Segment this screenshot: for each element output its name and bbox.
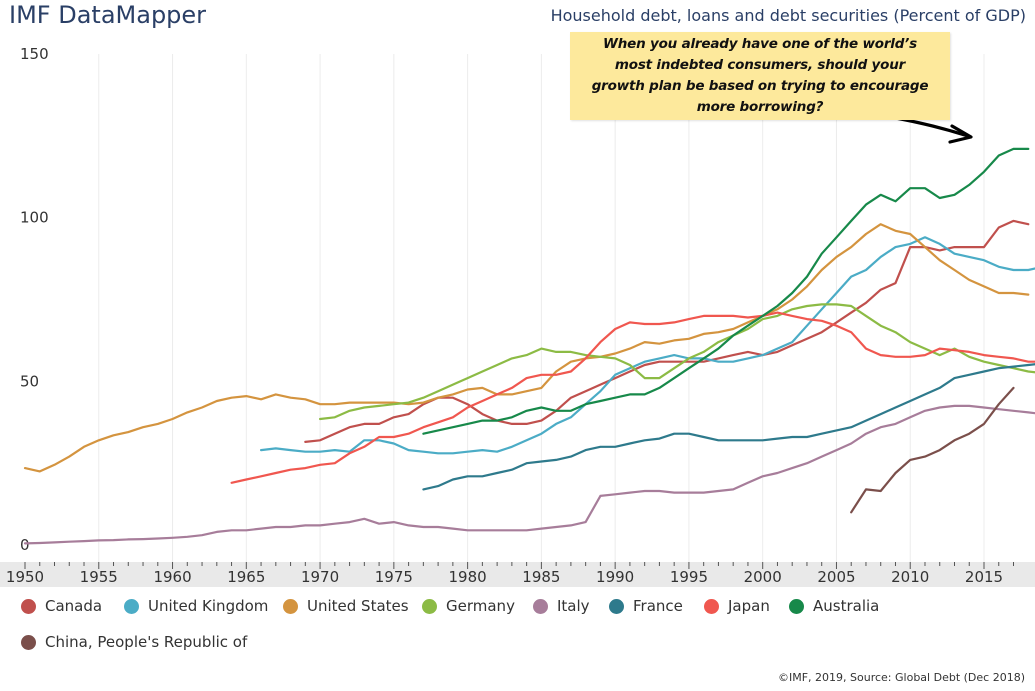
legend-label: Australia bbox=[813, 597, 880, 615]
legend-label: United States bbox=[307, 597, 409, 615]
legend-label: France bbox=[633, 597, 683, 615]
legend: Canada United Kingdom United States Germany… bbox=[0, 592, 1035, 662]
x-tick-1990: 1990 bbox=[596, 568, 634, 586]
legend-swatch bbox=[21, 634, 36, 650]
legend-swatch bbox=[609, 598, 624, 614]
legend-item-italy[interactable]: Italy bbox=[533, 597, 590, 615]
series-line-france[interactable] bbox=[422, 358, 1035, 491]
series-line-united-states[interactable] bbox=[23, 223, 1030, 473]
brand-title: IMF DataMapper bbox=[9, 1, 207, 29]
x-tick-2000: 2000 bbox=[744, 568, 782, 586]
legend-swatch bbox=[21, 598, 36, 614]
series-lines bbox=[23, 147, 1035, 545]
legend-swatch bbox=[704, 598, 719, 614]
chart-title: Household debt, loans and debt securitie… bbox=[550, 6, 1026, 25]
legend-item-united-states[interactable]: United States bbox=[283, 597, 409, 615]
series-line-italy[interactable] bbox=[23, 404, 1035, 545]
x-tick-2015: 2015 bbox=[965, 568, 1003, 586]
legend-item-japan[interactable]: Japan bbox=[704, 597, 770, 615]
arrow-head bbox=[948, 124, 973, 144]
legend-label: United Kingdom bbox=[148, 597, 269, 615]
note-text: When you already have one of the world’s… bbox=[591, 36, 929, 115]
x-tick-1985: 1985 bbox=[522, 568, 560, 586]
legend-swatch bbox=[124, 598, 139, 614]
legend-item-germany[interactable]: Germany bbox=[422, 597, 515, 615]
y-tick-150: 150 bbox=[20, 45, 49, 63]
legend-item-australia[interactable]: Australia bbox=[789, 597, 879, 615]
series-line-germany[interactable] bbox=[319, 303, 1035, 421]
series-line-japan[interactable] bbox=[230, 311, 1035, 484]
y-tick-100: 100 bbox=[20, 209, 49, 227]
sticky-note-annotation: When you already have one of the world’s… bbox=[570, 32, 950, 120]
x-tick-1995: 1995 bbox=[670, 568, 708, 586]
legend-swatch bbox=[789, 598, 804, 614]
series-line-china-people-s-republic-of[interactable] bbox=[850, 386, 1015, 514]
x-tick-1955: 1955 bbox=[80, 568, 118, 586]
legend-label: Germany bbox=[446, 597, 515, 615]
legend-item-china-people-s-republic-of[interactable]: China, People's Republic of bbox=[21, 633, 247, 651]
legend-swatch bbox=[533, 598, 548, 614]
legend-swatch bbox=[283, 598, 298, 614]
series-line-united-kingdom[interactable] bbox=[260, 236, 1035, 455]
legend-label: Italy bbox=[557, 597, 590, 615]
series-line-canada[interactable] bbox=[304, 219, 1030, 443]
x-tick-2010: 2010 bbox=[891, 568, 929, 586]
legend-item-canada[interactable]: Canada bbox=[21, 597, 102, 615]
gridlines bbox=[98, 54, 985, 562]
x-tick-1975: 1975 bbox=[375, 568, 413, 586]
y-tick-50: 50 bbox=[20, 372, 39, 390]
series-line-australia[interactable] bbox=[422, 147, 1030, 435]
legend-swatch bbox=[422, 598, 437, 614]
legend-item-united-kingdom[interactable]: United Kingdom bbox=[124, 597, 268, 615]
x-tick-1980: 1980 bbox=[449, 568, 487, 586]
y-axis: 0 50 100 150 bbox=[20, 45, 49, 554]
x-tick-1960: 1960 bbox=[153, 568, 191, 586]
x-tick-1950: 1950 bbox=[6, 568, 44, 586]
x-tick-2005: 2005 bbox=[817, 568, 855, 586]
legend-label: Japan bbox=[728, 597, 770, 615]
source-credit: ©IMF, 2019, Source: Global Debt (Dec 201… bbox=[777, 671, 1025, 684]
annotation-arrow bbox=[888, 115, 973, 144]
x-axis: 1950 1955 1960 1965 1970 1975 1980 1985 1990 1995… bbox=[0, 562, 1035, 587]
legend-label: Canada bbox=[45, 597, 103, 615]
x-tick-1965: 1965 bbox=[227, 568, 265, 586]
legend-label: China, People's Republic of bbox=[45, 633, 248, 651]
y-tick-0: 0 bbox=[20, 536, 30, 554]
legend-item-france[interactable]: France bbox=[609, 597, 683, 615]
x-tick-1970: 1970 bbox=[301, 568, 339, 586]
